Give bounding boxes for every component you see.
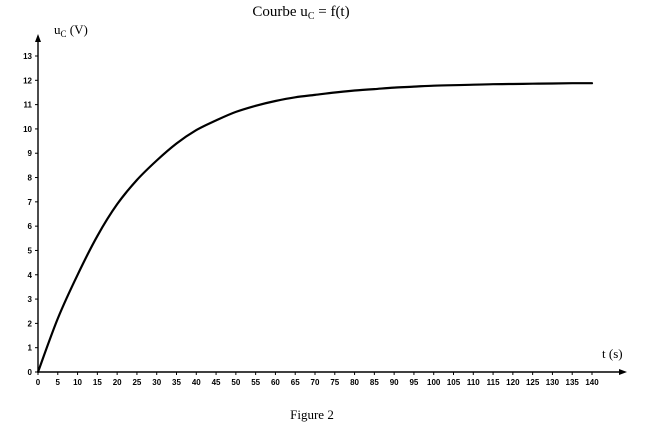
- x-tick-label: 0: [36, 378, 41, 387]
- x-tick-label: 60: [271, 378, 280, 387]
- figure-caption: Figure 2: [290, 407, 334, 422]
- x-axis-label: t (s): [602, 346, 623, 361]
- y-tick-label: 9: [28, 149, 33, 158]
- chart-title: Courbe uC = f(t): [252, 4, 349, 22]
- x-tick-label: 55: [251, 378, 260, 387]
- x-tick-label: 90: [390, 378, 399, 387]
- x-tick-label: 30: [152, 378, 161, 387]
- y-tick-label: 4: [28, 271, 33, 280]
- x-tick-label: 40: [192, 378, 201, 387]
- y-tick-label: 3: [28, 295, 33, 304]
- x-tick-label: 5: [56, 378, 61, 387]
- y-tick-label: 11: [24, 101, 33, 110]
- y-tick-label: 8: [28, 174, 33, 183]
- y-axis-label: uC (V): [54, 22, 88, 39]
- x-tick-label: 130: [546, 378, 560, 387]
- y-tick-label: 12: [23, 76, 32, 85]
- x-tick-label: 80: [350, 378, 359, 387]
- x-tick-label: 70: [311, 378, 320, 387]
- y-tick-label: 1: [28, 344, 33, 353]
- y-tick-label: 13: [23, 52, 32, 61]
- x-tick-label: 85: [370, 378, 379, 387]
- x-tick-label: 50: [231, 378, 240, 387]
- x-tick-label: 100: [427, 378, 441, 387]
- x-tick-label: 110: [467, 378, 480, 387]
- y-tick-label: 7: [28, 198, 33, 207]
- x-tick-label: 35: [172, 378, 181, 387]
- series-line: [36, 82, 594, 374]
- x-tick-label: 45: [212, 378, 221, 387]
- x-tick-label: 65: [291, 378, 300, 387]
- y-tick-label: 5: [28, 246, 33, 255]
- x-ticks: 0 5 10 15 20 25 30 35 40 45 50 55 60 65 70 75 80 85 90 95 10…: [36, 372, 599, 387]
- x-tick-label: 75: [330, 378, 339, 387]
- x-tick-label: 125: [526, 378, 540, 387]
- x-tick-label: 135: [566, 378, 580, 387]
- x-tick-label: 140: [585, 378, 599, 387]
- x-tick-label: 95: [409, 378, 418, 387]
- x-tick-label: 115: [487, 378, 500, 387]
- x-tick-label: 120: [506, 378, 520, 387]
- y-axis-arrow: [35, 34, 41, 42]
- y-tick-label: 10: [23, 125, 32, 134]
- x-tick-label: 10: [73, 378, 82, 387]
- x-tick-label: 105: [447, 378, 461, 387]
- y-tick-label: 0: [28, 368, 33, 377]
- x-tick-label: 25: [132, 378, 141, 387]
- y-tick-label: 2: [28, 319, 33, 328]
- x-tick-label: 15: [93, 378, 102, 387]
- x-tick-label: 20: [113, 378, 122, 387]
- y-tick-label: 6: [28, 222, 33, 231]
- x-axis-arrow: [619, 369, 627, 375]
